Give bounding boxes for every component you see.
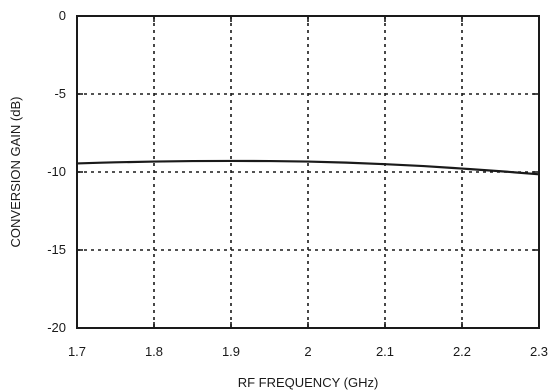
x-tick-label: 2.3: [530, 344, 548, 359]
x-tick-label: 1.9: [222, 344, 240, 359]
x-axis-label: RF FREQUENCY (GHz): [238, 375, 379, 390]
x-tick-label: 2.1: [376, 344, 394, 359]
y-axis-label: CONVERSION GAIN (dB): [8, 97, 23, 248]
y-tick-label: -10: [47, 164, 66, 179]
grid-lines: [77, 16, 539, 328]
y-tick-label: 0: [59, 8, 66, 23]
y-tick-label: -15: [47, 242, 66, 257]
series-layer: [76, 159, 540, 176]
y-tick-label: -20: [47, 320, 66, 335]
y-tick-label: -5: [54, 86, 66, 101]
x-tick-label: 1.8: [145, 344, 163, 359]
x-tick-label: 2: [304, 344, 311, 359]
x-axis-ticks: 1.7 1.8 1.9 2 2.1 2.2 2.3: [68, 16, 548, 359]
x-tick-label: 2.2: [453, 344, 471, 359]
conversion-gain-line: [76, 159, 540, 176]
x-tick-label: 1.7: [68, 344, 86, 359]
y-axis-ticks: 0 -5 -10 -15 -20: [47, 8, 539, 335]
